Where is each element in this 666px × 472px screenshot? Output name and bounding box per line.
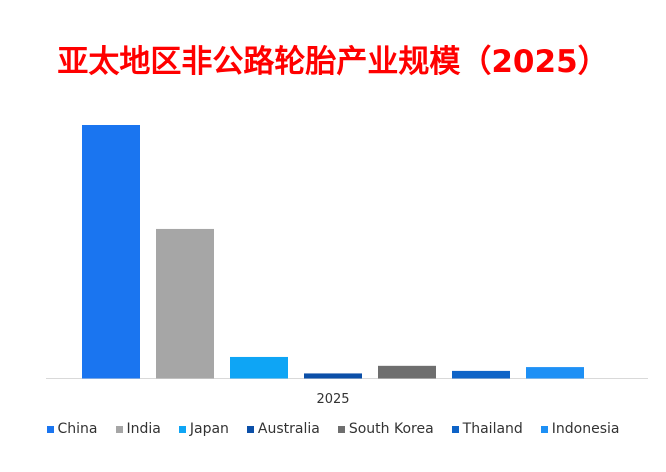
bar-australia [304, 373, 362, 379]
legend-item-japan: Japan [178, 421, 229, 437]
bar-china [82, 125, 140, 379]
legend-label: South Korea [348, 421, 434, 437]
legend-swatch [540, 425, 548, 433]
legend-label: India [126, 421, 161, 437]
legend-swatch [46, 425, 54, 433]
legend-swatch [178, 425, 186, 433]
chart-title: 亚太地区非公路轮胎产业规模（2025） [57, 44, 609, 80]
legend-label: Australia [257, 421, 320, 437]
legend-label: China [57, 421, 98, 437]
bar-india [156, 228, 214, 379]
bar-thailand [452, 370, 510, 379]
legend-item-indonesia: Indonesia [540, 421, 620, 437]
legend-item-south-korea: South Korea [337, 421, 434, 437]
legend-label: Japan [189, 421, 229, 437]
bar-japan [230, 356, 288, 379]
x-tick-label: 2025 [316, 392, 349, 407]
chart-legend: China India Japan Australia South Korea Thail… [0, 421, 666, 437]
legend-swatch [337, 425, 345, 433]
bar-indonesia [526, 367, 584, 379]
legend-swatch [246, 425, 254, 433]
legend-item-thailand: Thailand [451, 421, 523, 437]
legend-swatch [451, 425, 459, 433]
legend-label: Indonesia [551, 421, 620, 437]
legend-item-australia: Australia [246, 421, 320, 437]
legend-swatch [115, 425, 123, 433]
legend-label: Thailand [462, 421, 523, 437]
legend-item-china: China [46, 421, 98, 437]
bar-south-korea [378, 365, 436, 379]
legend-item-india: India [115, 421, 161, 437]
